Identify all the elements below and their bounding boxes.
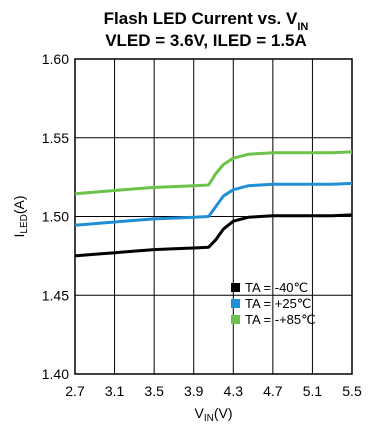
y-tick-label: 1.45: [42, 287, 69, 303]
chart-title-line2: VLED = 3.6V, ILED = 1.5A: [105, 31, 307, 50]
legend-label: TA = -40℃: [245, 280, 308, 295]
legend-swatch: [231, 299, 240, 308]
x-tick-label: 5.1: [303, 383, 323, 399]
x-tick-label: 3.1: [105, 383, 125, 399]
legend: TA = -40℃TA = +25℃TA = -+85℃: [231, 280, 316, 327]
x-tick-label: 5.5: [342, 383, 362, 399]
x-tick-labels: 2.7 3.1 3.5 3.9 4.3 4.7 5.1 5.5: [65, 383, 362, 399]
chart-title-line1: Flash LED Current vs. VIN: [104, 9, 309, 33]
series-line: [74, 213, 353, 258]
y-tick-labels: 1.60 1.55 1.50 1.45 1.40: [42, 51, 69, 382]
x-tick-label: 2.7: [65, 383, 85, 399]
x-tick-label: 4.7: [263, 383, 283, 399]
y-axis-label: ILED(A): [11, 195, 30, 237]
y-tick-label: 1.55: [42, 130, 69, 146]
series-line: [74, 150, 353, 196]
series-layer: [74, 150, 353, 258]
y-tick-label: 1.60: [42, 51, 69, 67]
y-tick-label: 1.40: [42, 366, 69, 382]
legend-label: TA = +25℃: [245, 296, 311, 311]
y-tick-label: 1.50: [42, 209, 69, 225]
legend-swatch: [231, 315, 240, 324]
series-line: [74, 181, 353, 227]
legend-label: TA = -+85℃: [245, 312, 316, 327]
plot-area: [74, 58, 353, 375]
x-tick-label: 3.5: [144, 383, 164, 399]
x-tick-label: 4.3: [224, 383, 244, 399]
legend-swatch: [231, 283, 240, 292]
x-axis-label: VIN(V): [194, 405, 232, 424]
x-tick-label: 3.9: [184, 383, 204, 399]
